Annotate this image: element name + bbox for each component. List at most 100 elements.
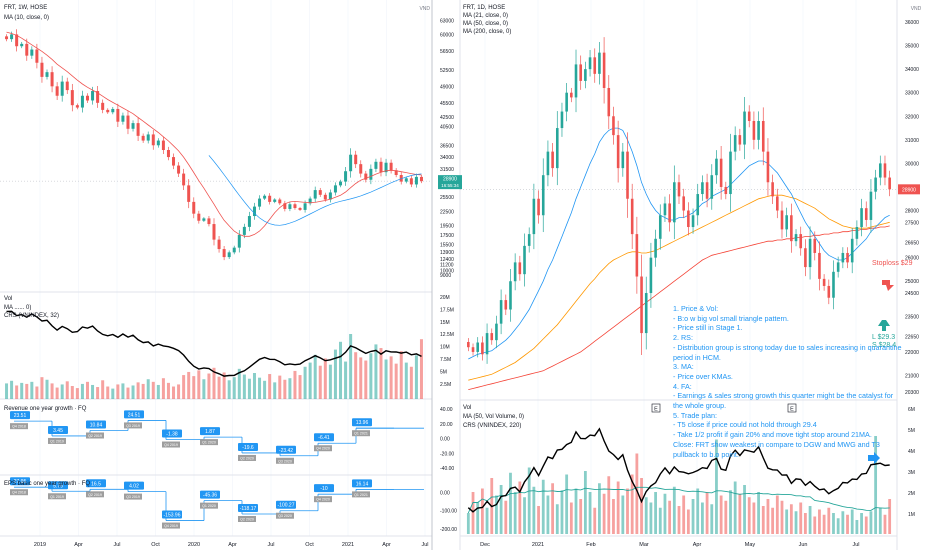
daily-vol-tick: 4M — [908, 449, 915, 455]
daily-candle — [555, 128, 559, 169]
weekly-volume-bar — [60, 384, 64, 399]
weekly-volume-bar — [116, 384, 120, 399]
weekly-volume-bar — [126, 387, 130, 399]
weekly-y-tick: 15500 — [440, 242, 454, 248]
weekly-last-price-tag — [438, 175, 462, 190]
daily-candle — [799, 234, 803, 249]
weekly-volume-bar — [328, 364, 332, 399]
eps-period-box — [276, 512, 294, 519]
revenue-value-box — [314, 433, 334, 442]
revenue-value-box — [276, 445, 296, 454]
weekly-vol-tick: 15M — [440, 320, 450, 326]
revenue-period-box — [314, 445, 332, 452]
weekly-candle — [232, 247, 236, 253]
weekly-x-tick: Apr — [228, 542, 237, 548]
weekly-volume-bar — [197, 370, 201, 399]
daily-x-tick: Dec — [480, 542, 490, 548]
eps-y-tick: 0.00 — [440, 490, 450, 496]
weekly-candle — [303, 203, 307, 210]
weekly-candle — [374, 161, 378, 169]
weekly-y-tick: 56500 — [440, 49, 454, 55]
weekly-candle — [111, 108, 115, 113]
weekly-volume-bar — [85, 381, 89, 399]
weekly-y-tick: 36500 — [440, 143, 454, 149]
daily-volume-bar — [822, 514, 826, 534]
daily-volume-bar — [546, 495, 550, 534]
weekly-candle — [70, 90, 74, 106]
daily-volume-bar — [869, 511, 873, 534]
trade-plan-note: 1. Price & Vol: - B:o w big vol small tr… — [673, 304, 902, 459]
daily-candle — [719, 158, 723, 187]
eps-value: 16.5 — [91, 481, 101, 487]
daily-volume-bar — [794, 511, 798, 534]
revenue-value: -23.42 — [279, 448, 293, 454]
daily-volume-bar — [480, 488, 484, 534]
eps-pane-label: EPS basic one year growth · FQ — [4, 481, 90, 487]
weekly-y-tick: 34000 — [440, 155, 454, 161]
daily-candle — [588, 57, 592, 70]
daily-candle — [841, 252, 845, 263]
daily-candle — [471, 347, 475, 352]
weekly-volume-bar — [298, 375, 302, 399]
eps-value: 5.76 — [53, 483, 63, 489]
eps-value-box — [10, 477, 30, 486]
daily-x-tick: Mar — [639, 542, 649, 548]
earnings-marker — [651, 403, 661, 413]
weekly-volume-bar — [252, 373, 256, 399]
daily-candle — [864, 208, 868, 220]
revenue-value: -6.41 — [318, 435, 330, 441]
weekly-volume-bar — [101, 380, 105, 399]
daily-candle — [818, 252, 821, 279]
daily-volume-bar — [602, 493, 606, 534]
daily-volume-bar — [537, 506, 540, 534]
short-target-text: S $28.4 — [872, 342, 896, 349]
daily-volume-bar — [874, 436, 878, 534]
stoploss-text: Stoploss $29 — [872, 260, 913, 267]
weekly-candle — [328, 192, 332, 200]
daily-y-tick: 34000 — [905, 67, 919, 73]
weekly-volume-bar — [227, 380, 231, 399]
revenue-value-box — [238, 442, 258, 451]
weekly-candle — [369, 168, 373, 180]
revenue-period-box — [162, 441, 180, 448]
revenue-value-box — [124, 410, 144, 419]
daily-crs-label: CRS (VNINDEX, 220) — [463, 423, 521, 429]
weekly-volume-bar — [222, 372, 226, 399]
weekly-candle — [30, 49, 34, 56]
daily-candle — [635, 234, 639, 277]
daily-volume-bar — [588, 492, 592, 534]
weekly-candle — [222, 249, 226, 258]
eps-period: Q1 2020 — [202, 504, 216, 508]
weekly-candle — [349, 154, 353, 172]
daily-candle — [850, 238, 854, 263]
daily-volume-pane — [466, 427, 892, 534]
weekly-candle — [172, 157, 176, 166]
daily-y-tick: 22650 — [905, 335, 919, 341]
stoploss-annotation: Stoploss $29 — [872, 260, 913, 291]
daily-candle — [518, 262, 522, 275]
weekly-candle — [247, 216, 251, 227]
volume-flag — [868, 452, 880, 464]
weekly-y-tick: 22500 — [440, 209, 454, 215]
weekly-candle — [10, 34, 14, 40]
daily-candle — [738, 135, 742, 145]
weekly-vol-tick: 12.5M — [440, 332, 454, 338]
weekly-volume-bar — [354, 352, 358, 399]
daily-volume-bar — [724, 500, 728, 534]
revenue-value-box — [200, 427, 220, 436]
weekly-x-tick: Jul — [113, 542, 120, 548]
daily-volume-bar — [696, 488, 700, 534]
eps-period: Q4 2020 — [316, 498, 330, 502]
daily-volume-bar — [551, 483, 555, 534]
eps-period: Q1 2019 — [50, 495, 64, 499]
up-arrow-icon — [878, 320, 890, 331]
weekly-volume-bar — [131, 385, 135, 399]
daily-vol-label: Vol — [463, 405, 471, 411]
weekly-volume-bar — [75, 388, 79, 399]
daily-candle — [513, 262, 517, 282]
revenue-period: Q1 2021 — [354, 432, 368, 436]
revenue-value: 13.96 — [356, 420, 369, 426]
daily-price-pane — [460, 37, 897, 390]
daily-candle — [808, 238, 812, 268]
